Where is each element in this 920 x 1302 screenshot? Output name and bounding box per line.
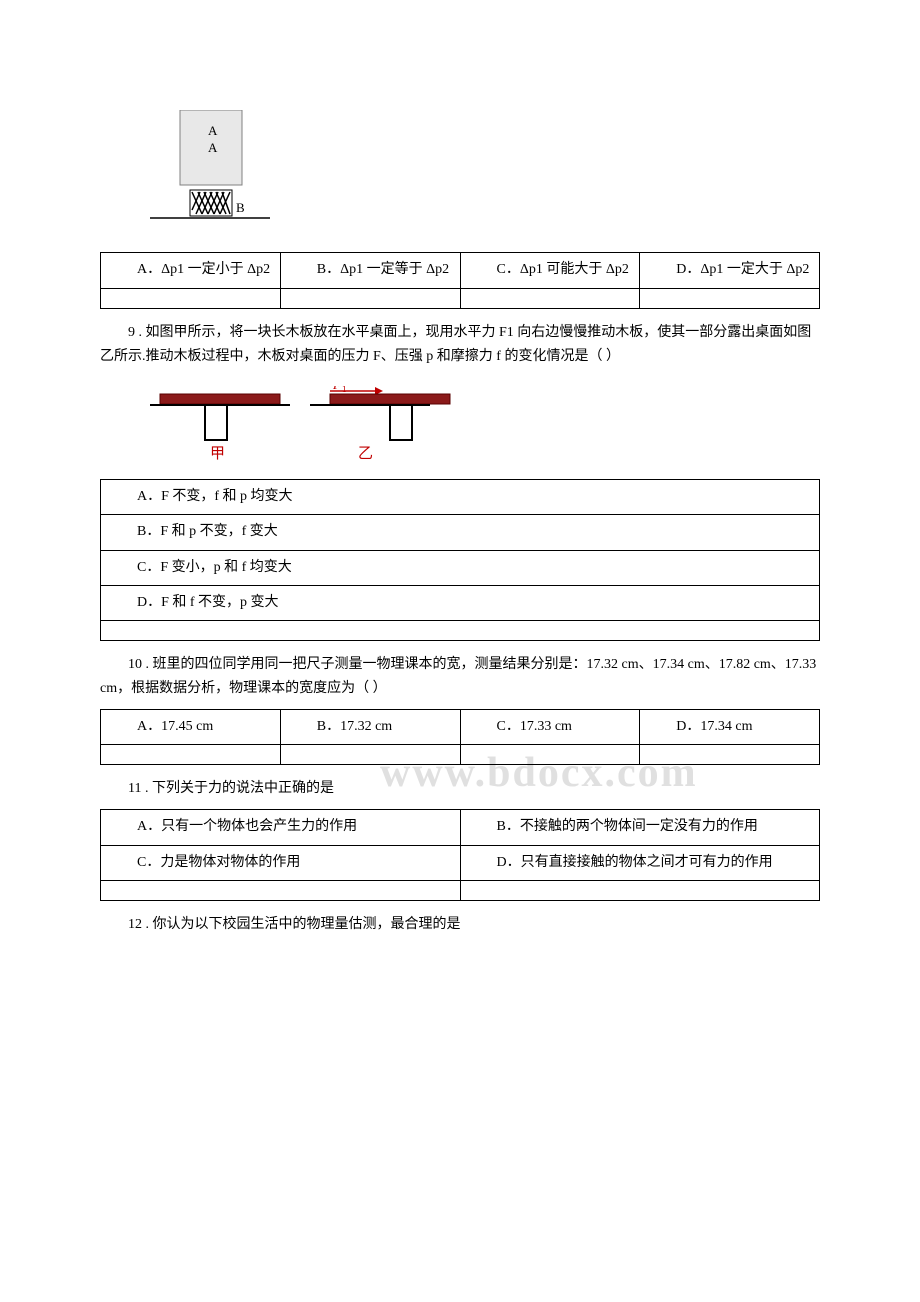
q9-option-b: B．F 和 p 不变，f 变大 [101, 515, 820, 550]
q10-option-a: A．17.45 cm [101, 709, 281, 744]
q9-option-d: D．F 和 f 不变，p 变大 [101, 585, 820, 620]
q11-option-a: A．只有一个物体也会产生力的作用 [101, 810, 461, 845]
figure-block-ab: A A B [150, 110, 270, 230]
q10-text: 10 . 班里的四位同学用同一把尺子测量一物理课本的宽，测量结果分别是：17.3… [100, 653, 820, 701]
q11-text: 11 . 下列关于力的说法中正确的是 [100, 777, 820, 801]
figure-push-plank: 甲 F 1 乙 [150, 386, 460, 466]
q9-option-c: C．F 变小，p 和 f 均变大 [101, 550, 820, 585]
q10-options-table: A．17.45 cm B．17.32 cm C．17.33 cm D．17.34… [100, 709, 820, 765]
q12-text: 12 . 你认为以下校园生活中的物理量估测，最合理的是 [100, 913, 820, 937]
q11-option-b: B．不接触的两个物体间一定没有力的作用 [460, 810, 820, 845]
q9-text: 9 . 如图甲所示，将一块长木板放在水平桌面上，现用水平力 F1 向右边慢慢推动… [100, 321, 820, 369]
svg-text:F: F [332, 386, 342, 392]
svg-text:1: 1 [342, 386, 347, 394]
q8-options-table: A．Δp1 一定小于 Δp2 B．Δp1 一定等于 Δp2 C．Δp1 可能大于… [100, 252, 820, 308]
q9-options-table: A．F 不变，f 和 p 均变大 B．F 和 p 不变，f 变大 C．F 变小，… [100, 479, 820, 642]
svg-text:A: A [208, 140, 218, 155]
q10-option-d: D．17.34 cm [640, 709, 820, 744]
q8-option-c: C．Δp1 可能大于 Δp2 [460, 253, 640, 288]
q10-option-b: B．17.32 cm [280, 709, 460, 744]
svg-text:甲: 甲 [210, 446, 225, 462]
q8-option-d: D．Δp1 一定大于 Δp2 [640, 253, 820, 288]
q11-option-d: D．只有直接接触的物体之间才可有力的作用 [460, 845, 820, 880]
q11-options-table: A．只有一个物体也会产生力的作用 B．不接触的两个物体间一定没有力的作用 C．力… [100, 809, 820, 901]
svg-text:B: B [236, 200, 245, 215]
svg-text:A: A [208, 123, 218, 138]
q9-option-a: A．F 不变，f 和 p 均变大 [101, 479, 820, 514]
svg-text:乙: 乙 [358, 446, 373, 462]
q8-option-a: A．Δp1 一定小于 Δp2 [101, 253, 281, 288]
q8-option-b: B．Δp1 一定等于 Δp2 [280, 253, 460, 288]
q11-option-c: C．力是物体对物体的作用 [101, 845, 461, 880]
q10-option-c: C．17.33 cm [460, 709, 640, 744]
